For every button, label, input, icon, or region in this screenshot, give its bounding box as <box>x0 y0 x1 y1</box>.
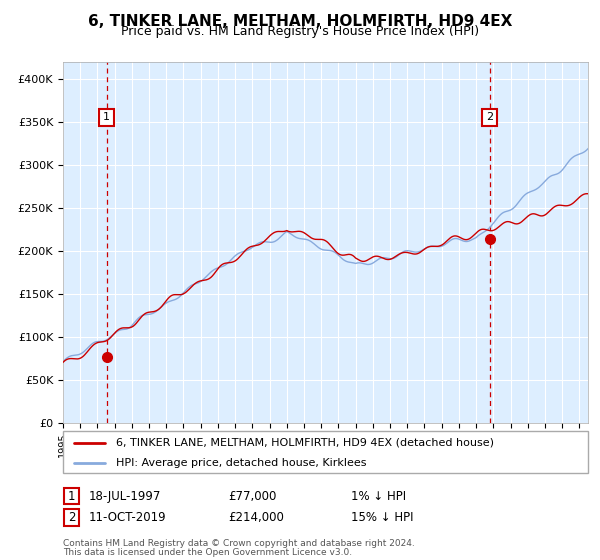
Text: £214,000: £214,000 <box>228 511 284 524</box>
Text: HPI: Average price, detached house, Kirklees: HPI: Average price, detached house, Kirk… <box>115 458 366 468</box>
Text: 2: 2 <box>486 113 493 123</box>
Text: This data is licensed under the Open Government Licence v3.0.: This data is licensed under the Open Gov… <box>63 548 352 557</box>
Text: 2: 2 <box>68 511 75 524</box>
FancyBboxPatch shape <box>63 431 588 473</box>
Text: 1: 1 <box>103 113 110 123</box>
FancyBboxPatch shape <box>64 510 79 525</box>
Text: Price paid vs. HM Land Registry's House Price Index (HPI): Price paid vs. HM Land Registry's House … <box>121 25 479 38</box>
Text: 11-OCT-2019: 11-OCT-2019 <box>89 511 166 524</box>
FancyBboxPatch shape <box>64 488 79 504</box>
Text: 18-JUL-1997: 18-JUL-1997 <box>89 489 161 503</box>
Text: 6, TINKER LANE, MELTHAM, HOLMFIRTH, HD9 4EX: 6, TINKER LANE, MELTHAM, HOLMFIRTH, HD9 … <box>88 14 512 29</box>
Text: 1% ↓ HPI: 1% ↓ HPI <box>351 489 406 503</box>
Text: 6, TINKER LANE, MELTHAM, HOLMFIRTH, HD9 4EX (detached house): 6, TINKER LANE, MELTHAM, HOLMFIRTH, HD9 … <box>115 438 493 448</box>
Text: Contains HM Land Registry data © Crown copyright and database right 2024.: Contains HM Land Registry data © Crown c… <box>63 539 415 548</box>
Text: 1: 1 <box>68 489 75 503</box>
Text: £77,000: £77,000 <box>228 489 277 503</box>
Text: 15% ↓ HPI: 15% ↓ HPI <box>351 511 413 524</box>
